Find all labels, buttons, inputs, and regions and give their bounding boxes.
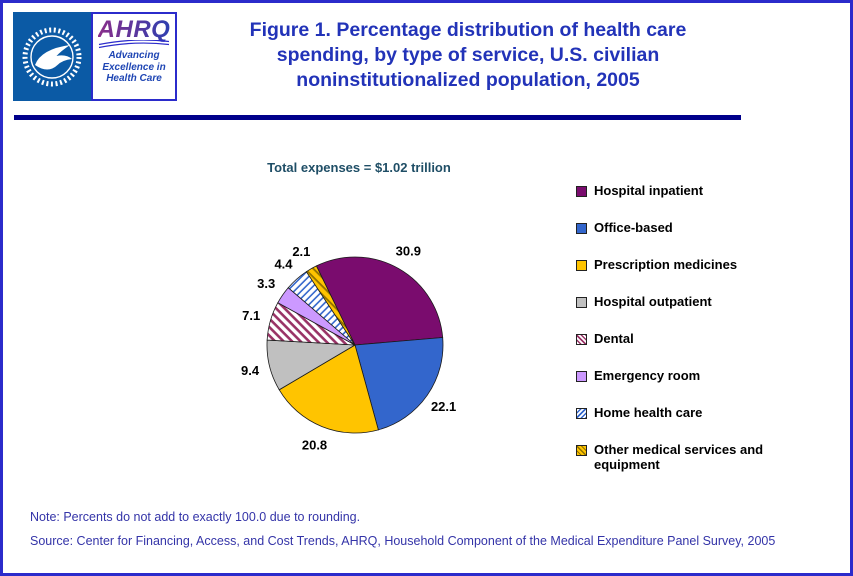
logo-block: AHRQ Advancing Excellence in Health Care bbox=[13, 12, 177, 101]
legend-item-home-health-care: Home health care bbox=[576, 405, 826, 442]
pie-slice-office-based bbox=[354, 337, 444, 431]
legend-label-emergency-room: Emergency room bbox=[594, 368, 701, 383]
legend-swatch-dental bbox=[576, 334, 587, 345]
legend-item-hospital-inpatient: Hospital inpatient bbox=[576, 183, 826, 220]
ahrq-tagline-line-1: Advancing bbox=[108, 50, 160, 61]
ahrq-logo: AHRQ Advancing Excellence in Health Care bbox=[91, 12, 177, 101]
ahrq-logo-text: AHRQ bbox=[97, 16, 171, 43]
legend-swatch-office-based bbox=[576, 223, 587, 234]
pie-slice-other-medical-services-and-equipment bbox=[305, 265, 356, 346]
legend-item-hospital-outpatient: Hospital outpatient bbox=[576, 294, 826, 331]
legend-swatch-hospital-outpatient bbox=[576, 297, 587, 308]
hhs-eagle-icon bbox=[22, 27, 82, 86]
ahrq-tagline: Advancing Excellence in Health Care bbox=[102, 50, 165, 85]
pie-value-label-emergency-room: 3.3 bbox=[257, 276, 275, 291]
source-line: Source: Center for Financing, Access, an… bbox=[30, 534, 776, 548]
legend-swatch-other-medical-services-and-equipment bbox=[576, 445, 587, 456]
pie-slice-prescription-medicines bbox=[278, 344, 379, 434]
header-divider bbox=[14, 115, 741, 120]
pie-value-label-office-based: 22.1 bbox=[431, 399, 456, 414]
legend-item-other-medical-services-and-equipment: Other medical services and equipment bbox=[576, 442, 826, 479]
legend-swatch-prescription-medicines bbox=[576, 260, 587, 271]
figure-title-line-1: Figure 1. Percentage distribution of hea… bbox=[249, 19, 687, 41]
figure-title: Figure 1. Percentage distribution of hea… bbox=[193, 18, 743, 93]
legend-item-dental: Dental bbox=[576, 331, 826, 368]
legend-label-home-health-care: Home health care bbox=[594, 405, 703, 420]
ahrq-swoosh-icon bbox=[98, 40, 170, 49]
pie-value-label-hospital-inpatient: 30.9 bbox=[396, 244, 421, 259]
figure-title-line-2: spending, by type of service, U.S. civil… bbox=[276, 44, 660, 66]
chart-legend: Hospital inpatient Office-based Prescripti… bbox=[576, 183, 826, 479]
ahrq-tagline-line-2: Excellence in bbox=[102, 61, 166, 73]
legend-label-hospital-inpatient: Hospital inpatient bbox=[594, 183, 704, 198]
legend-item-prescription-medicines: Prescription medicines bbox=[576, 257, 826, 294]
legend-label-prescription-medicines: Prescription medicines bbox=[594, 257, 738, 272]
legend-item-office-based: Office-based bbox=[576, 220, 826, 257]
pie-value-label-dental: 7.1 bbox=[242, 308, 260, 323]
footnote: Note: Percents do not add to exactly 100… bbox=[30, 510, 361, 524]
legend-label-office-based: Office-based bbox=[594, 220, 673, 235]
legend-label-hospital-outpatient: Hospital outpatient bbox=[594, 294, 712, 309]
hhs-logo bbox=[13, 12, 91, 101]
legend-swatch-hospital-inpatient bbox=[576, 186, 587, 197]
legend-label-other-medical-services-and-equipment: Other medical services and equipment bbox=[594, 442, 764, 472]
pie-value-label-other-medical-services-and-equipment: 2.1 bbox=[292, 244, 310, 259]
legend-item-emergency-room: Emergency room bbox=[576, 368, 826, 405]
pie-value-label-hospital-outpatient: 9.4 bbox=[241, 363, 260, 378]
pie-chart: 30.9 22.1 20.8 9.4 7.1 3.3 4.42.1 bbox=[241, 244, 456, 453]
legend-swatch-home-health-care bbox=[576, 408, 587, 419]
pie-value-label-prescription-medicines: 20.8 bbox=[302, 438, 327, 453]
ahrq-tagline-line-3: Health Care bbox=[106, 73, 162, 84]
legend-label-dental: Dental bbox=[594, 331, 634, 346]
pie-slice-hospital-inpatient bbox=[315, 256, 444, 346]
pie-value-label-home-health-care: 4.4 bbox=[274, 257, 293, 272]
figure-title-line-3: noninstitutionalized population, 2005 bbox=[296, 69, 640, 91]
chart-subtitle: Total expenses = $1.02 trillion bbox=[267, 160, 451, 175]
legend-swatch-emergency-room bbox=[576, 371, 587, 382]
